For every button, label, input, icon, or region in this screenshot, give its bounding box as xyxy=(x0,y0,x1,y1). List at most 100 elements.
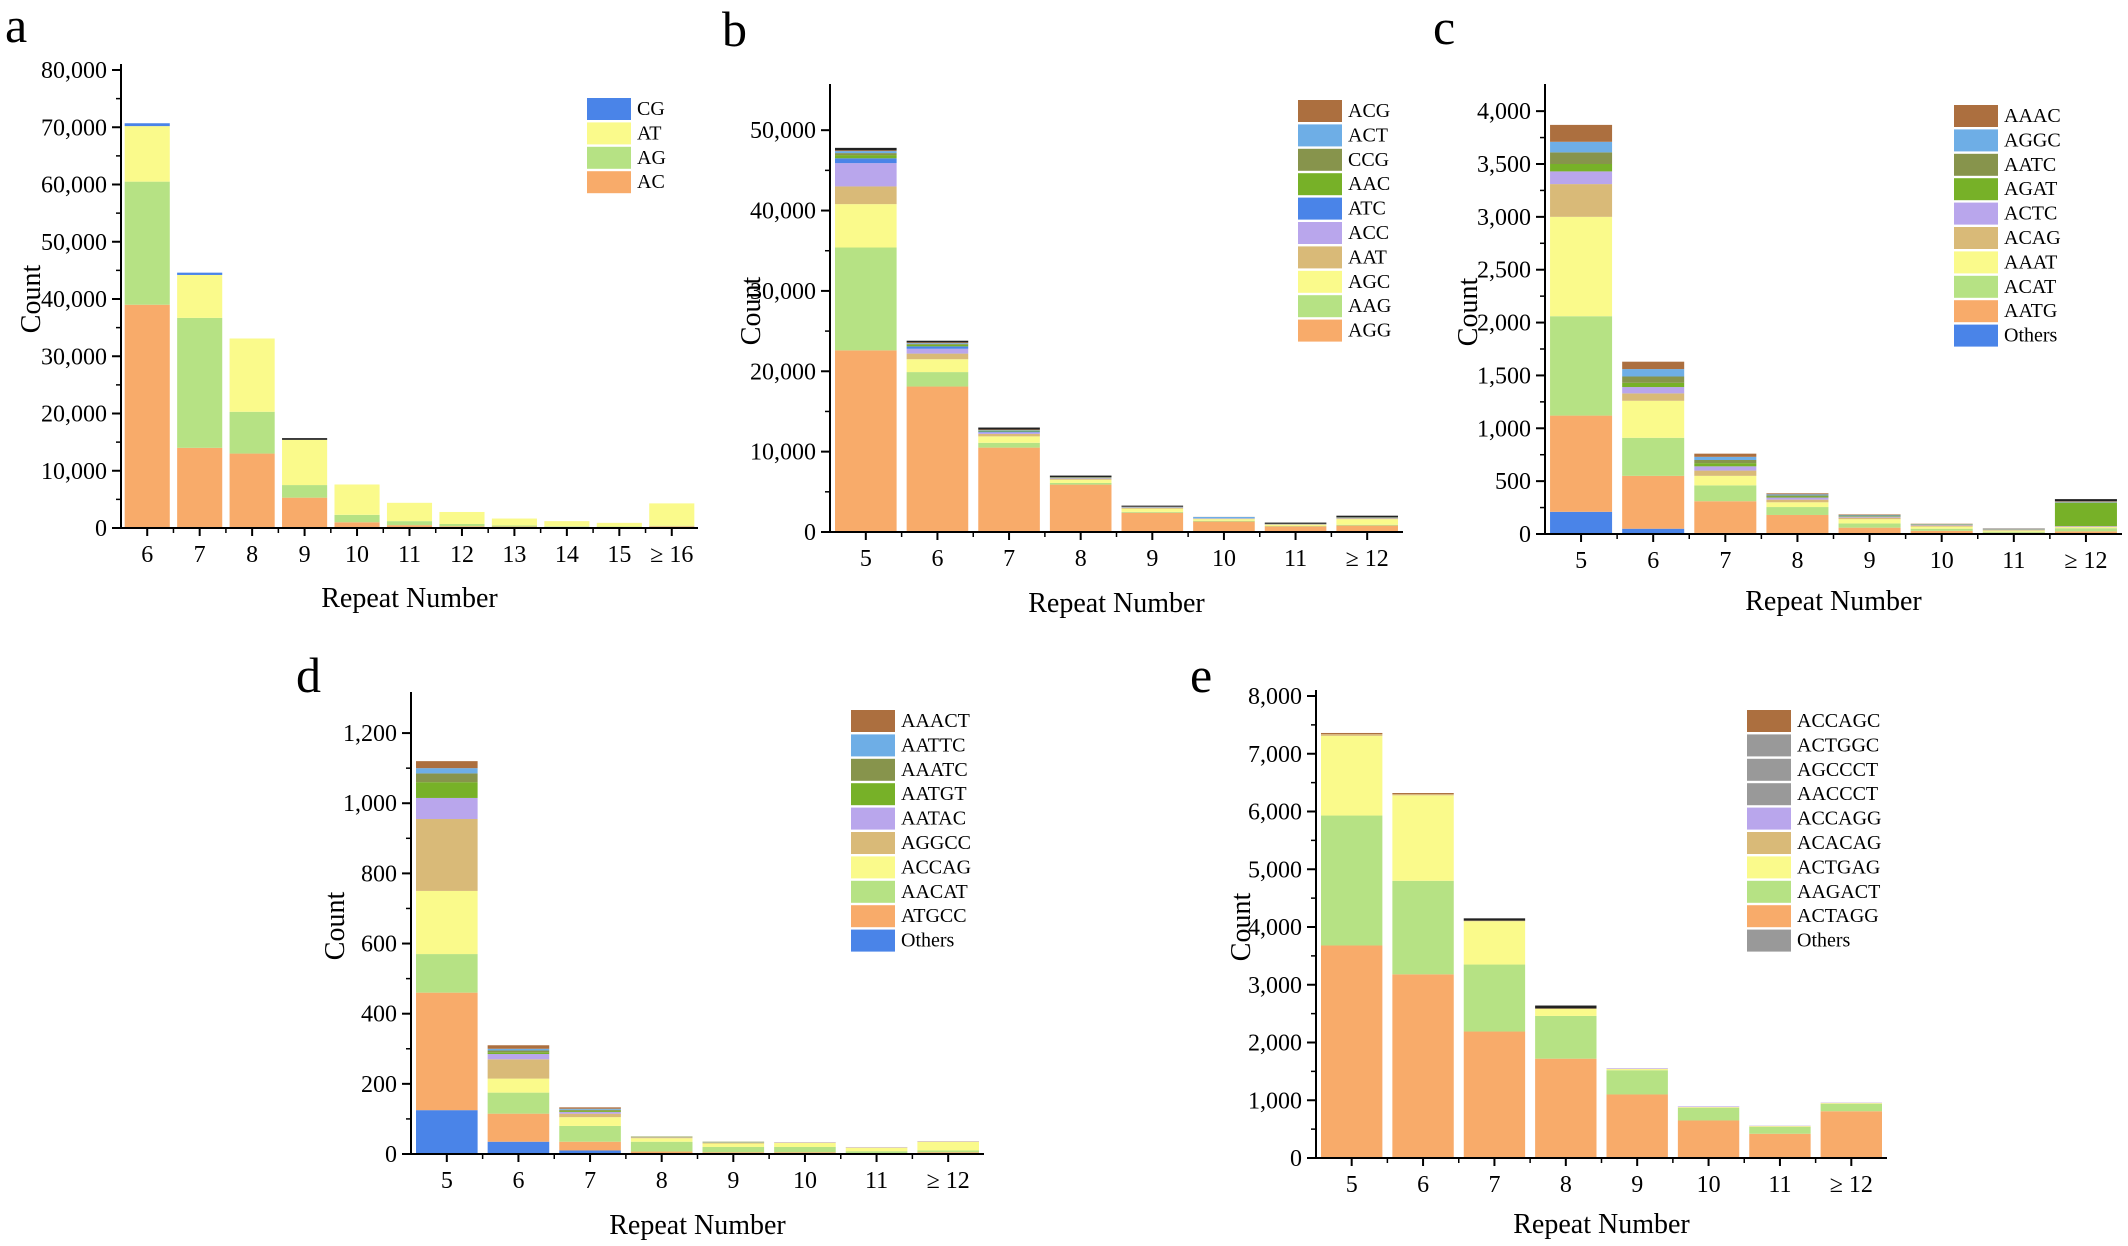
y-tick-label: 40,000 xyxy=(750,199,816,225)
bar-segment xyxy=(386,525,433,528)
bar-segment xyxy=(1392,794,1454,796)
x-tick-label: 6 xyxy=(512,1168,524,1194)
legend-swatch xyxy=(587,98,631,120)
bar-segment xyxy=(416,768,478,774)
bar-segment xyxy=(282,438,328,440)
x-tick-label: 9 xyxy=(299,542,311,568)
bar-segment xyxy=(1321,734,1383,736)
bar-segment xyxy=(1336,518,1398,520)
x-tick-label: 5 xyxy=(1346,1172,1358,1198)
y-tick-label: 800 xyxy=(361,861,397,887)
y-tick-label: 60,000 xyxy=(41,173,107,199)
legend-label: AGGC xyxy=(2004,129,2061,151)
legend-label: AGAT xyxy=(2004,178,2057,200)
bar-segment xyxy=(559,1141,621,1151)
x-tick-label: 7 xyxy=(584,1168,596,1194)
bar-segment xyxy=(1550,141,1613,153)
legend-swatch xyxy=(1298,100,1342,122)
bar-segment xyxy=(439,511,485,524)
x-tick-label: ≥ 12 xyxy=(927,1168,970,1194)
bar-segment xyxy=(1463,918,1526,921)
legend-swatch xyxy=(1298,246,1342,269)
y-tick-label: 70,000 xyxy=(41,115,107,141)
x-tick-label: 5 xyxy=(860,546,872,572)
y-tick-label: 20,000 xyxy=(750,359,816,385)
bar-segment xyxy=(1677,1107,1740,1121)
bar-segment xyxy=(1121,511,1184,513)
bar-segment xyxy=(1550,511,1613,534)
legend-label: Others xyxy=(901,930,955,952)
bar-segment xyxy=(1677,1107,1740,1108)
bar-segment xyxy=(1820,1103,1882,1112)
bar-segment xyxy=(1910,530,1973,534)
bar-segment xyxy=(1535,1009,1597,1016)
bar-segment xyxy=(416,819,478,891)
bar-segment xyxy=(487,1050,550,1053)
bar-segment xyxy=(559,1150,621,1154)
bar-segment xyxy=(1550,164,1613,172)
bar-segment xyxy=(835,150,897,152)
bar-segment xyxy=(1606,1069,1668,1071)
bar-segment xyxy=(177,272,223,275)
bar-segment xyxy=(596,522,642,527)
legend-swatch xyxy=(587,122,631,145)
bar-segment xyxy=(1766,497,1829,500)
bar-segment xyxy=(491,525,537,527)
bar-segment xyxy=(1694,453,1757,457)
bar-segment xyxy=(1622,400,1685,438)
bar-segment xyxy=(906,343,969,345)
bar-segment xyxy=(845,1147,908,1152)
legend-swatch xyxy=(1747,734,1791,757)
bars xyxy=(835,147,1398,532)
x-tick-label: 5 xyxy=(1575,548,1587,574)
bar-segment xyxy=(386,521,433,526)
y-tick-label: 6,000 xyxy=(1248,800,1302,826)
bar-segment xyxy=(1535,1058,1597,1158)
bar-segment xyxy=(774,1152,836,1154)
legend-swatch xyxy=(1747,856,1791,879)
x-tick-label: 10 xyxy=(345,542,369,568)
bar-segment xyxy=(1336,525,1398,532)
bar-segment xyxy=(906,372,969,387)
bar-segment xyxy=(906,340,969,343)
y-tick-label: 7,000 xyxy=(1248,742,1302,768)
bar-segment xyxy=(1392,793,1454,795)
legend-swatch xyxy=(851,832,895,854)
bar-segment xyxy=(386,502,433,522)
bar-segment xyxy=(416,773,478,783)
x-tick-label: 6 xyxy=(141,542,153,568)
bar-segment xyxy=(774,1142,836,1147)
x-tick-label: 11 xyxy=(865,1168,888,1194)
legend-label: AAAC xyxy=(2004,105,2061,127)
y-tick-label: 20,000 xyxy=(41,402,107,428)
bar-segment xyxy=(1392,974,1454,1158)
legend-label: AAAT xyxy=(2004,251,2057,273)
bar-segment xyxy=(630,1137,693,1139)
legend-label: AATG xyxy=(2004,300,2057,322)
y-tick-label: 400 xyxy=(361,1002,397,1028)
x-tick-label: 8 xyxy=(1791,548,1803,574)
bar-segment xyxy=(124,123,170,127)
legend-label: ACG xyxy=(1348,100,1390,122)
bar-segment xyxy=(917,1150,979,1153)
bar-segment xyxy=(1121,512,1184,532)
bar-segment xyxy=(702,1146,765,1153)
legend-label: ACTGGC xyxy=(1797,734,1879,756)
y-tick-label: 8,000 xyxy=(1248,684,1302,710)
bar-segment xyxy=(906,353,969,360)
legend-label: ACC xyxy=(1348,222,1389,244)
bar-segment xyxy=(416,1110,478,1154)
y-tick-label: 30,000 xyxy=(750,279,816,305)
x-tick-label: ≥ 12 xyxy=(1830,1172,1873,1198)
bars xyxy=(416,761,979,1154)
bar-segment xyxy=(978,436,1040,443)
bar-segment xyxy=(1749,1133,1811,1158)
x-tick-label: 5 xyxy=(441,1168,453,1194)
bar-segment xyxy=(487,1092,550,1114)
bar-segment xyxy=(1766,514,1829,534)
bar-segment xyxy=(2054,527,2117,529)
x-axis-title: Repeat Number xyxy=(321,583,498,614)
x-tick-label: 12 xyxy=(450,542,474,568)
bar-segment xyxy=(906,344,969,347)
